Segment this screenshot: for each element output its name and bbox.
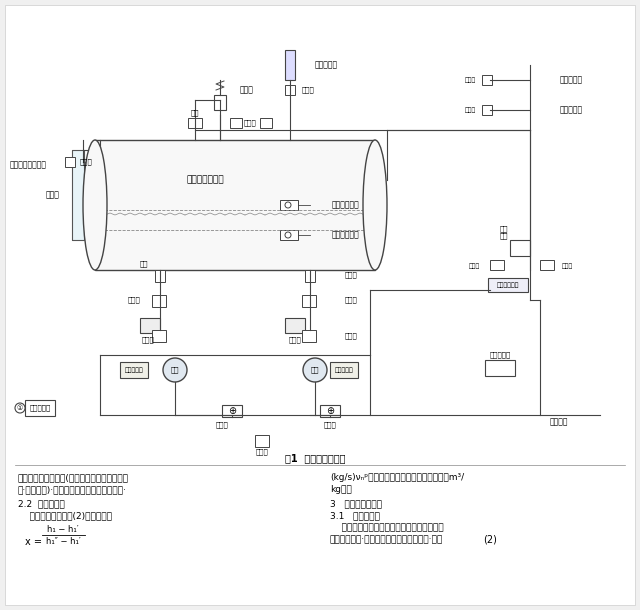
Bar xyxy=(155,270,165,282)
Bar xyxy=(485,360,515,376)
Text: 液泵的选型主要是根据液泵的流量、扬程和: 液泵的选型主要是根据液泵的流量、扬程和 xyxy=(330,523,444,533)
Text: 差压控制器: 差压控制器 xyxy=(335,367,353,373)
Text: 浮球液位开关: 浮球液位开关 xyxy=(331,201,359,209)
Text: 截止阀: 截止阀 xyxy=(345,332,358,339)
Ellipse shape xyxy=(363,140,387,270)
Text: 截止阀: 截止阀 xyxy=(80,159,93,165)
Text: 截止阀: 截止阀 xyxy=(255,449,268,455)
Bar xyxy=(305,270,315,282)
Text: 图1  桶泵机组原理图: 图1 桶泵机组原理图 xyxy=(285,453,345,463)
Bar xyxy=(482,75,492,85)
Circle shape xyxy=(285,232,291,238)
Text: (2): (2) xyxy=(483,535,497,545)
Text: 截止阀: 截止阀 xyxy=(562,263,573,269)
Text: 针阀: 针阀 xyxy=(140,260,148,267)
Bar xyxy=(222,405,242,417)
Text: 截止阀: 截止阀 xyxy=(468,263,480,269)
Text: 内部安全阀: 内部安全阀 xyxy=(29,404,51,411)
Circle shape xyxy=(15,403,25,413)
Bar xyxy=(255,435,269,447)
Text: 液位计: 液位计 xyxy=(46,190,60,199)
Text: 截止阀: 截止阀 xyxy=(345,271,358,278)
Text: 3.1   液泵的选型: 3.1 液泵的选型 xyxy=(330,512,380,520)
Text: 来自贮液器: 来自贮液器 xyxy=(560,106,583,115)
Text: 安全阀: 安全阀 xyxy=(240,85,254,95)
Text: h₁″ − h₁′: h₁″ − h₁′ xyxy=(45,537,81,545)
Text: h₁ − h₁′: h₁ − h₁′ xyxy=(47,525,79,534)
Bar xyxy=(260,118,272,128)
Bar xyxy=(72,150,84,240)
Text: 截止阀: 截止阀 xyxy=(345,296,358,303)
Text: 杆式压缩机容积效率(活塞式压缩机称为输气系: 杆式压缩机容积效率(活塞式压缩机称为输气系 xyxy=(18,473,129,483)
Bar xyxy=(540,260,554,270)
Text: 屏蔽电机功率·汽蚀余量等选择合适的液泵·同时: 屏蔽电机功率·汽蚀余量等选择合适的液泵·同时 xyxy=(330,536,444,545)
Bar xyxy=(65,157,75,167)
Text: 截止阀: 截止阀 xyxy=(127,296,140,303)
Bar xyxy=(230,118,242,128)
Text: 针阀: 针阀 xyxy=(191,110,199,117)
Text: 止回阀: 止回阀 xyxy=(324,422,337,428)
Bar xyxy=(285,318,305,333)
Text: 过滤器: 过滤器 xyxy=(289,337,301,343)
Bar xyxy=(120,362,148,378)
Text: (kg/s)νₙᵖ为螺杆式压缩机吸气口吸气比容（m³/: (kg/s)νₙᵖ为螺杆式压缩机吸气口吸气比容（m³/ xyxy=(330,473,464,483)
Text: 至蒸发器: 至蒸发器 xyxy=(550,417,568,426)
Text: ①: ① xyxy=(17,405,23,411)
Text: 压差
导阀: 压差 导阀 xyxy=(500,225,509,239)
Text: 液位传感器: 液位传感器 xyxy=(315,60,338,70)
Text: 截止阀: 截止阀 xyxy=(465,77,476,83)
Bar xyxy=(488,278,528,292)
Bar xyxy=(188,118,202,128)
Text: 数·无量纲数)·由各压缩机厂家产品性能决定·: 数·无量纲数)·由各压缩机厂家产品性能决定· xyxy=(18,486,127,495)
Text: 节流后干度可由式(2)计算得出：: 节流后干度可由式(2)计算得出： xyxy=(18,512,112,520)
Text: 来自蒸发器: 来自蒸发器 xyxy=(560,76,583,85)
Text: 截止阀: 截止阀 xyxy=(244,120,257,126)
Text: 液泵: 液泵 xyxy=(311,367,319,373)
Bar xyxy=(482,105,492,115)
Bar xyxy=(280,230,298,240)
Ellipse shape xyxy=(83,140,107,270)
Text: 伺服控制主阀: 伺服控制主阀 xyxy=(497,282,519,288)
Text: kg）。: kg）。 xyxy=(330,486,352,495)
Bar xyxy=(320,405,340,417)
Text: 液泵: 液泵 xyxy=(171,367,179,373)
Text: x =: x = xyxy=(25,537,42,547)
Text: 低压循环贮液桶: 低压循环贮液桶 xyxy=(186,176,224,184)
Bar xyxy=(330,362,358,378)
Text: 截止阀: 截止阀 xyxy=(301,87,314,93)
Bar xyxy=(510,240,530,256)
Text: ⊕: ⊕ xyxy=(326,406,334,416)
Bar xyxy=(302,330,316,342)
Text: 截止阀: 截止阀 xyxy=(465,107,476,113)
Bar xyxy=(95,140,375,270)
Text: 3   桶泵机组的设计: 3 桶泵机组的设计 xyxy=(330,500,382,509)
Circle shape xyxy=(303,358,327,382)
Bar xyxy=(285,85,295,95)
Bar xyxy=(25,400,55,416)
Bar xyxy=(280,200,298,210)
Text: 止回阀: 止回阀 xyxy=(216,422,228,428)
Circle shape xyxy=(163,358,187,382)
Bar xyxy=(152,330,166,342)
Text: 内部安全阀: 内部安全阀 xyxy=(490,352,511,358)
Text: 前往压缩机吸气管: 前往压缩机吸气管 xyxy=(10,160,47,170)
Bar xyxy=(152,295,166,307)
Text: 2.2  节流后干度: 2.2 节流后干度 xyxy=(18,500,65,509)
Bar xyxy=(140,318,160,333)
Text: 浮球液位开关: 浮球液位开关 xyxy=(331,231,359,240)
Bar xyxy=(490,260,504,270)
Text: ⊕: ⊕ xyxy=(228,406,236,416)
Text: 过滤器: 过滤器 xyxy=(141,337,154,343)
Bar xyxy=(285,50,295,80)
Text: 差压控制器: 差压控制器 xyxy=(125,367,143,373)
Bar xyxy=(302,295,316,307)
Circle shape xyxy=(285,202,291,208)
Bar xyxy=(214,95,226,110)
